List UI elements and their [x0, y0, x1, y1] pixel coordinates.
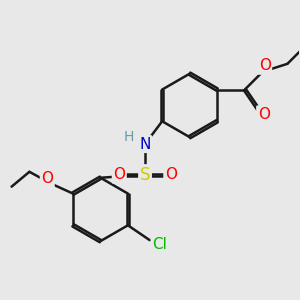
- Text: O: O: [41, 171, 53, 186]
- Text: O: O: [113, 167, 125, 182]
- Text: H: H: [124, 130, 134, 144]
- Text: O: O: [259, 58, 271, 73]
- Text: O: O: [165, 167, 177, 182]
- Text: O: O: [258, 107, 270, 122]
- Text: Cl: Cl: [152, 237, 167, 252]
- Text: S: S: [140, 166, 150, 184]
- Text: N: N: [140, 136, 151, 152]
